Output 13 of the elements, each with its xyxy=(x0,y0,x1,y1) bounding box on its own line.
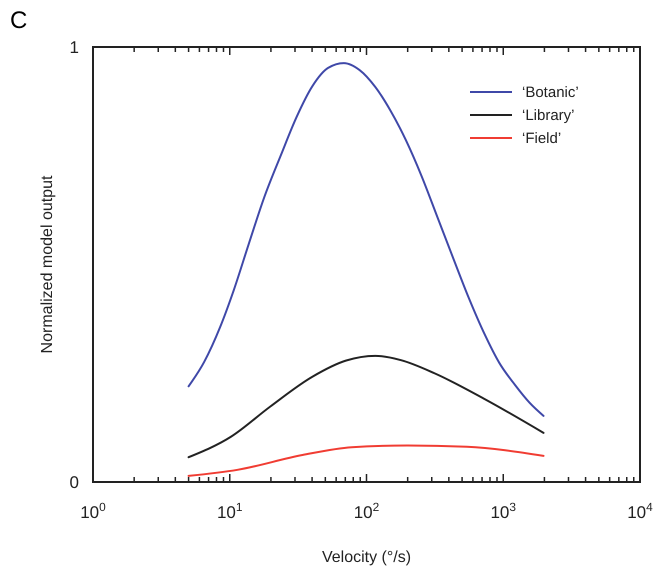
x-tick-label: 10$^{3}$ xyxy=(490,500,516,522)
legend-label: ‘Botanic’ xyxy=(522,84,579,101)
x-tick-label: 10$^{2}$ xyxy=(354,500,380,522)
legend-label: ‘Field’ xyxy=(522,130,562,147)
legend-label: ‘Library’ xyxy=(522,107,575,124)
y-tick-label: 1 xyxy=(70,38,79,57)
x-tick-label: 10$^{0}$ xyxy=(80,500,106,522)
x-axis-title: Velocity (°/s) xyxy=(322,549,412,566)
x-tick-label: 10$^{1}$ xyxy=(216,500,243,522)
x-tick-label: 10$^{4}$ xyxy=(627,500,654,522)
y-tick-label: 0 xyxy=(70,473,79,492)
chart-title: C xyxy=(10,7,28,34)
y-axis-title: Normalized model output xyxy=(39,175,56,354)
